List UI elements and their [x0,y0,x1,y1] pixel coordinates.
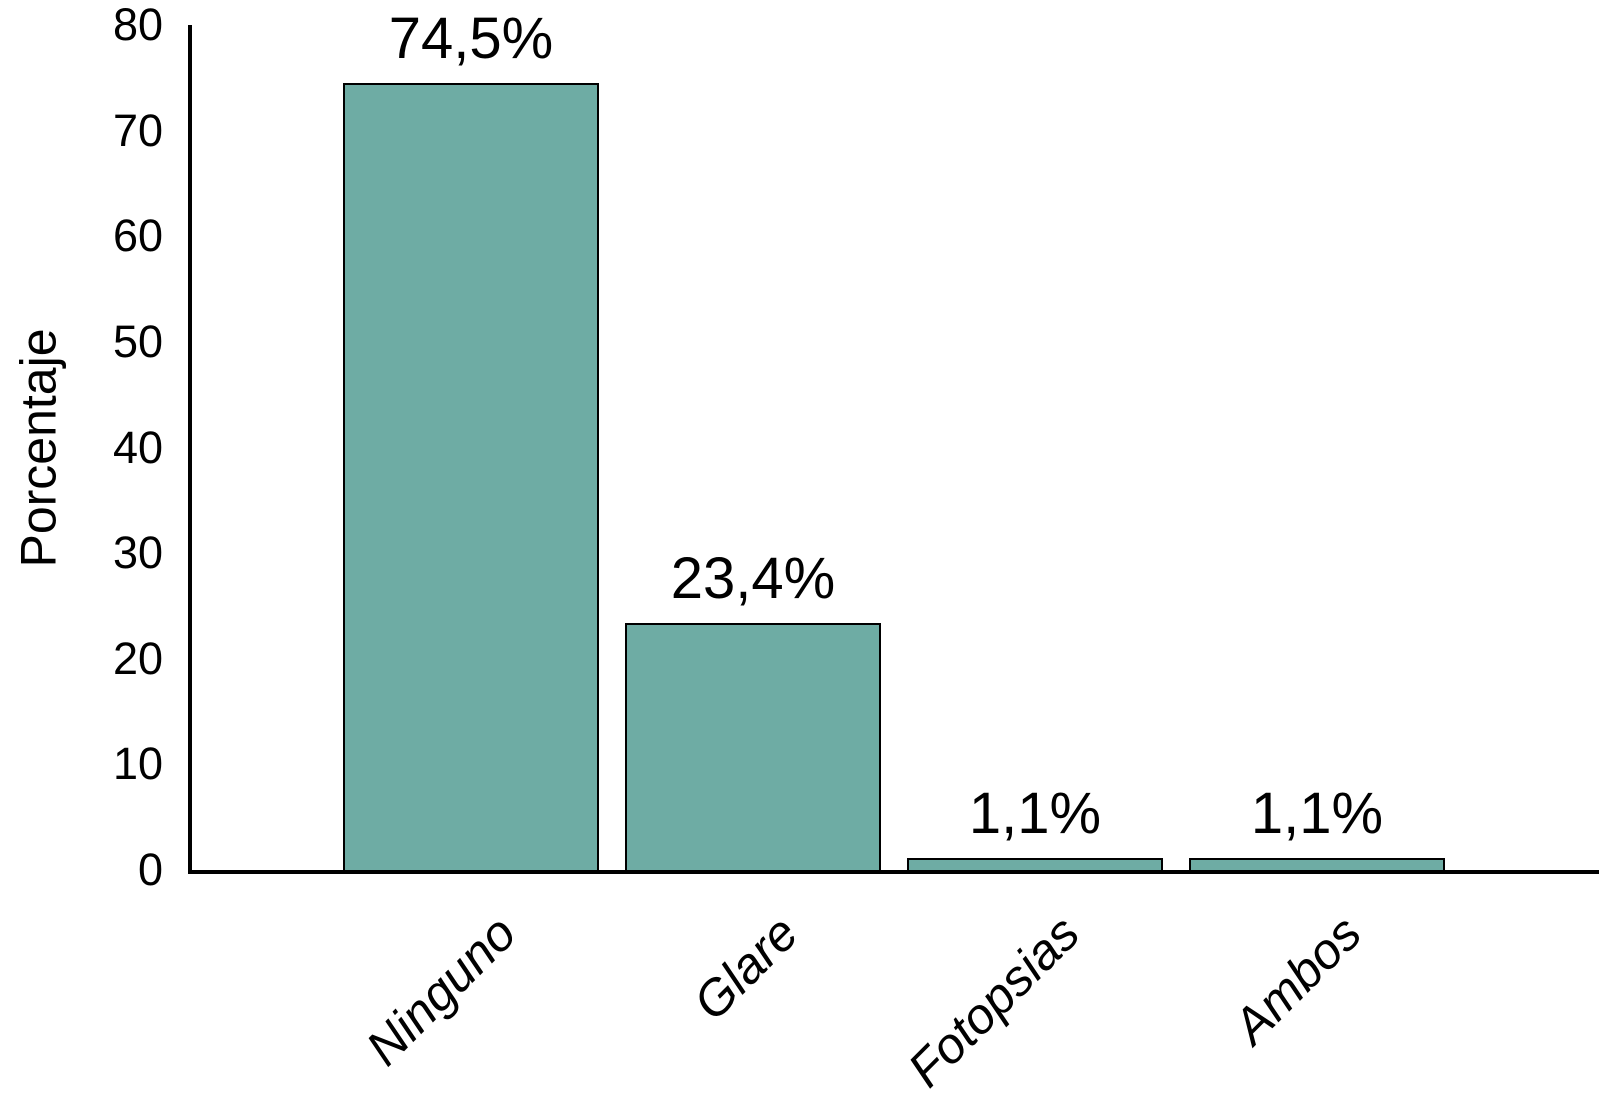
y-tick-label: 0 [137,844,163,895]
x-category-label: Ambos [1222,904,1373,1055]
y-tick-label: 10 [112,738,163,790]
x-category-label: Glare [682,904,809,1031]
y-tick-label: 40 [112,421,163,473]
y-tick-label: 60 [112,210,163,262]
plot-area: 74,5% 23,4% 1,1% 1,1% [188,7,1599,874]
y-tick-label: 20 [112,632,163,684]
x-category-label: Ninguno [354,904,527,1077]
x-category-label: Fotopsias [897,904,1091,1097]
y-axis-tick-labels: 0 10 20 30 40 50 60 70 80 [0,0,188,895]
bar-value-label: 23,4% [670,546,836,611]
x-axis-category-labels: Ninguno Glare Fotopsias Ambos [192,874,1599,1097]
bar [343,83,599,870]
bar-value-label: 1,1% [1250,781,1384,846]
y-tick-label: 50 [112,315,163,367]
bar-value-label: 74,5% [388,6,554,71]
bar [907,858,1163,870]
y-tick-label: 70 [112,104,163,156]
bar [625,623,881,870]
bar [1189,858,1445,870]
bar-value-label: 1,1% [968,781,1102,846]
y-tick-label: 30 [112,527,163,579]
y-tick-label: 80 [112,0,163,50]
